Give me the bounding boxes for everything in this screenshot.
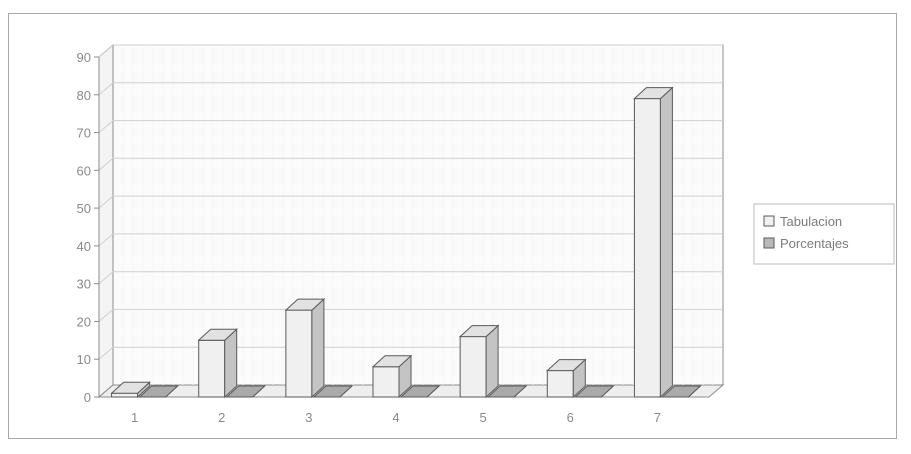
bar-tabulacion-top bbox=[633, 87, 674, 100]
legend-swatch bbox=[763, 237, 775, 249]
bar-porcentajes-top bbox=[661, 385, 702, 398]
bar-tabulacion-front bbox=[633, 98, 661, 398]
bar-tabulacion-top bbox=[371, 355, 413, 368]
bar-tabulacion-top bbox=[458, 325, 500, 338]
x-tick-label: 4 bbox=[392, 410, 399, 425]
legend-label: Porcentajes bbox=[780, 236, 849, 251]
y-tick-label: 50 bbox=[77, 201, 91, 216]
legend: Tabulacion Porcentajes bbox=[753, 203, 895, 265]
gridline bbox=[98, 44, 723, 58]
y-tick-label: 10 bbox=[77, 352, 91, 367]
bar-tabulacion-front bbox=[111, 392, 139, 398]
bar-tabulacion-front bbox=[372, 366, 400, 398]
chart-frame: 0 10 20 30 40 50 60 70 80 90 1 2 3 4 5 6 7 Tabulacion Po… bbox=[8, 13, 897, 439]
y-tick-label: 30 bbox=[77, 277, 91, 292]
legend-label: Tabulacion bbox=[780, 214, 842, 229]
bar-porcentajes-top bbox=[574, 385, 615, 398]
bar-tabulacion-side bbox=[311, 297, 325, 399]
gridline bbox=[98, 157, 723, 171]
bar-porcentajes-top bbox=[312, 385, 354, 398]
bar-tabulacion-front bbox=[546, 370, 574, 398]
legend-swatch bbox=[763, 215, 775, 227]
bar-chart-3d: 0 10 20 30 40 50 60 70 80 90 1 2 3 4 5 6 7 Tabulacion Po… bbox=[77, 43, 895, 425]
side-wall bbox=[98, 43, 114, 399]
bar-tabulacion-side bbox=[659, 86, 673, 399]
y-tick-label: 70 bbox=[77, 126, 91, 141]
x-tick-label: 2 bbox=[218, 410, 225, 425]
bar-tabulacion-front bbox=[285, 309, 313, 398]
y-tick-label: 80 bbox=[77, 88, 91, 103]
y-tick-label: 90 bbox=[77, 50, 91, 65]
bar-tabulacion-front bbox=[459, 336, 487, 398]
bar-porcentajes-top bbox=[399, 385, 441, 398]
bar-tabulacion-top bbox=[110, 381, 151, 394]
y-tick-label: 60 bbox=[77, 163, 91, 178]
gridline bbox=[98, 233, 723, 247]
gridline bbox=[98, 308, 723, 322]
x-tick-label: 6 bbox=[567, 410, 574, 425]
y-tick-label: 40 bbox=[77, 239, 91, 254]
legend-box bbox=[753, 203, 895, 265]
x-tick-label: 7 bbox=[654, 410, 661, 425]
bar-tabulacion-top bbox=[197, 328, 238, 341]
bar-tabulacion-side bbox=[224, 328, 238, 399]
bar-tabulacion-front bbox=[198, 339, 226, 398]
x-tick-label: 1 bbox=[131, 410, 138, 425]
gridline bbox=[98, 271, 723, 285]
gridline bbox=[98, 120, 723, 133]
x-tick-label: 5 bbox=[480, 410, 487, 425]
x-tick-label: 3 bbox=[305, 410, 312, 425]
bar-porcentajes-top bbox=[225, 385, 266, 398]
bar-tabulacion-top bbox=[546, 359, 587, 372]
y-tick-label: 20 bbox=[77, 314, 91, 329]
bar-tabulacion-top bbox=[284, 298, 326, 311]
gridline bbox=[98, 195, 723, 209]
gridline bbox=[98, 346, 723, 360]
back-wall bbox=[112, 44, 724, 386]
bar-tabulacion-side bbox=[485, 324, 499, 399]
y-tick-label: 0 bbox=[84, 390, 91, 405]
bar-porcentajes-top bbox=[138, 385, 179, 398]
gridline bbox=[98, 82, 723, 96]
bar-porcentajes-top bbox=[486, 385, 528, 398]
